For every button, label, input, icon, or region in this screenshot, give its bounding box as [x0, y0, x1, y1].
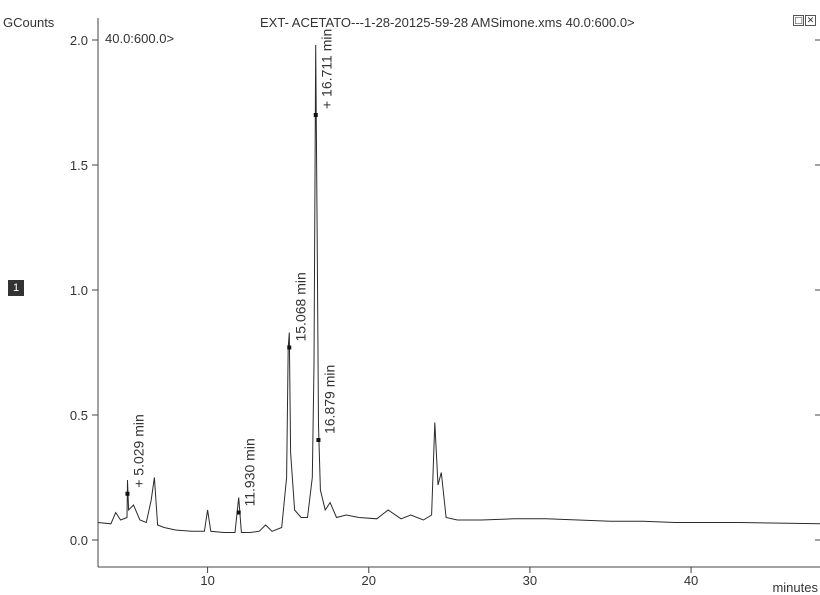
chromatogram-trace [97, 44, 820, 533]
peak-marker [125, 491, 130, 496]
peak-label: + 5.029 min [130, 414, 146, 488]
y-tick-label: 0.5 [70, 408, 88, 423]
peak-marker [316, 438, 321, 442]
ticks: 0.0 0.5 1.0 1.5 2.0 10 20 30 40 [70, 33, 820, 588]
peak-label: 15.068 min [292, 272, 308, 341]
peak-label: 11.930 min [242, 438, 258, 506]
y-tick-label: 2.0 [70, 33, 88, 48]
peak-marker [313, 113, 318, 117]
mass-range-label: 40.0:600.0> [105, 31, 174, 46]
peak-marker [287, 345, 292, 350]
close-icon[interactable]: ✕ [805, 15, 816, 26]
x-axis-label: minutes [772, 580, 818, 595]
y-tick-label: 0.0 [70, 533, 88, 548]
axes [97, 18, 820, 568]
x-tick-label: 30 [523, 573, 537, 588]
x-tick-label: 40 [684, 573, 698, 588]
peak-marker [236, 510, 241, 515]
x-tick-label: 20 [362, 573, 376, 588]
file-title: EXT- ACETATO---1-28-20125-59-28 AMSimone… [260, 15, 635, 30]
y-tick-label: 1.0 [70, 283, 88, 298]
peak-markers: + 5.029 min 11.930 min 15.068 min + 16.711 … [125, 29, 337, 515]
y-tick-label: 1.5 [70, 158, 88, 173]
restore-icon[interactable]: □ [793, 15, 804, 26]
peak-label: 16.879 min [321, 365, 337, 434]
y-unit-label: GCounts [3, 15, 55, 30]
peak-label: + 16.711 min [319, 29, 335, 109]
trace-number-badge[interactable]: 1 [8, 280, 24, 296]
x-tick-label: 10 [200, 573, 214, 588]
